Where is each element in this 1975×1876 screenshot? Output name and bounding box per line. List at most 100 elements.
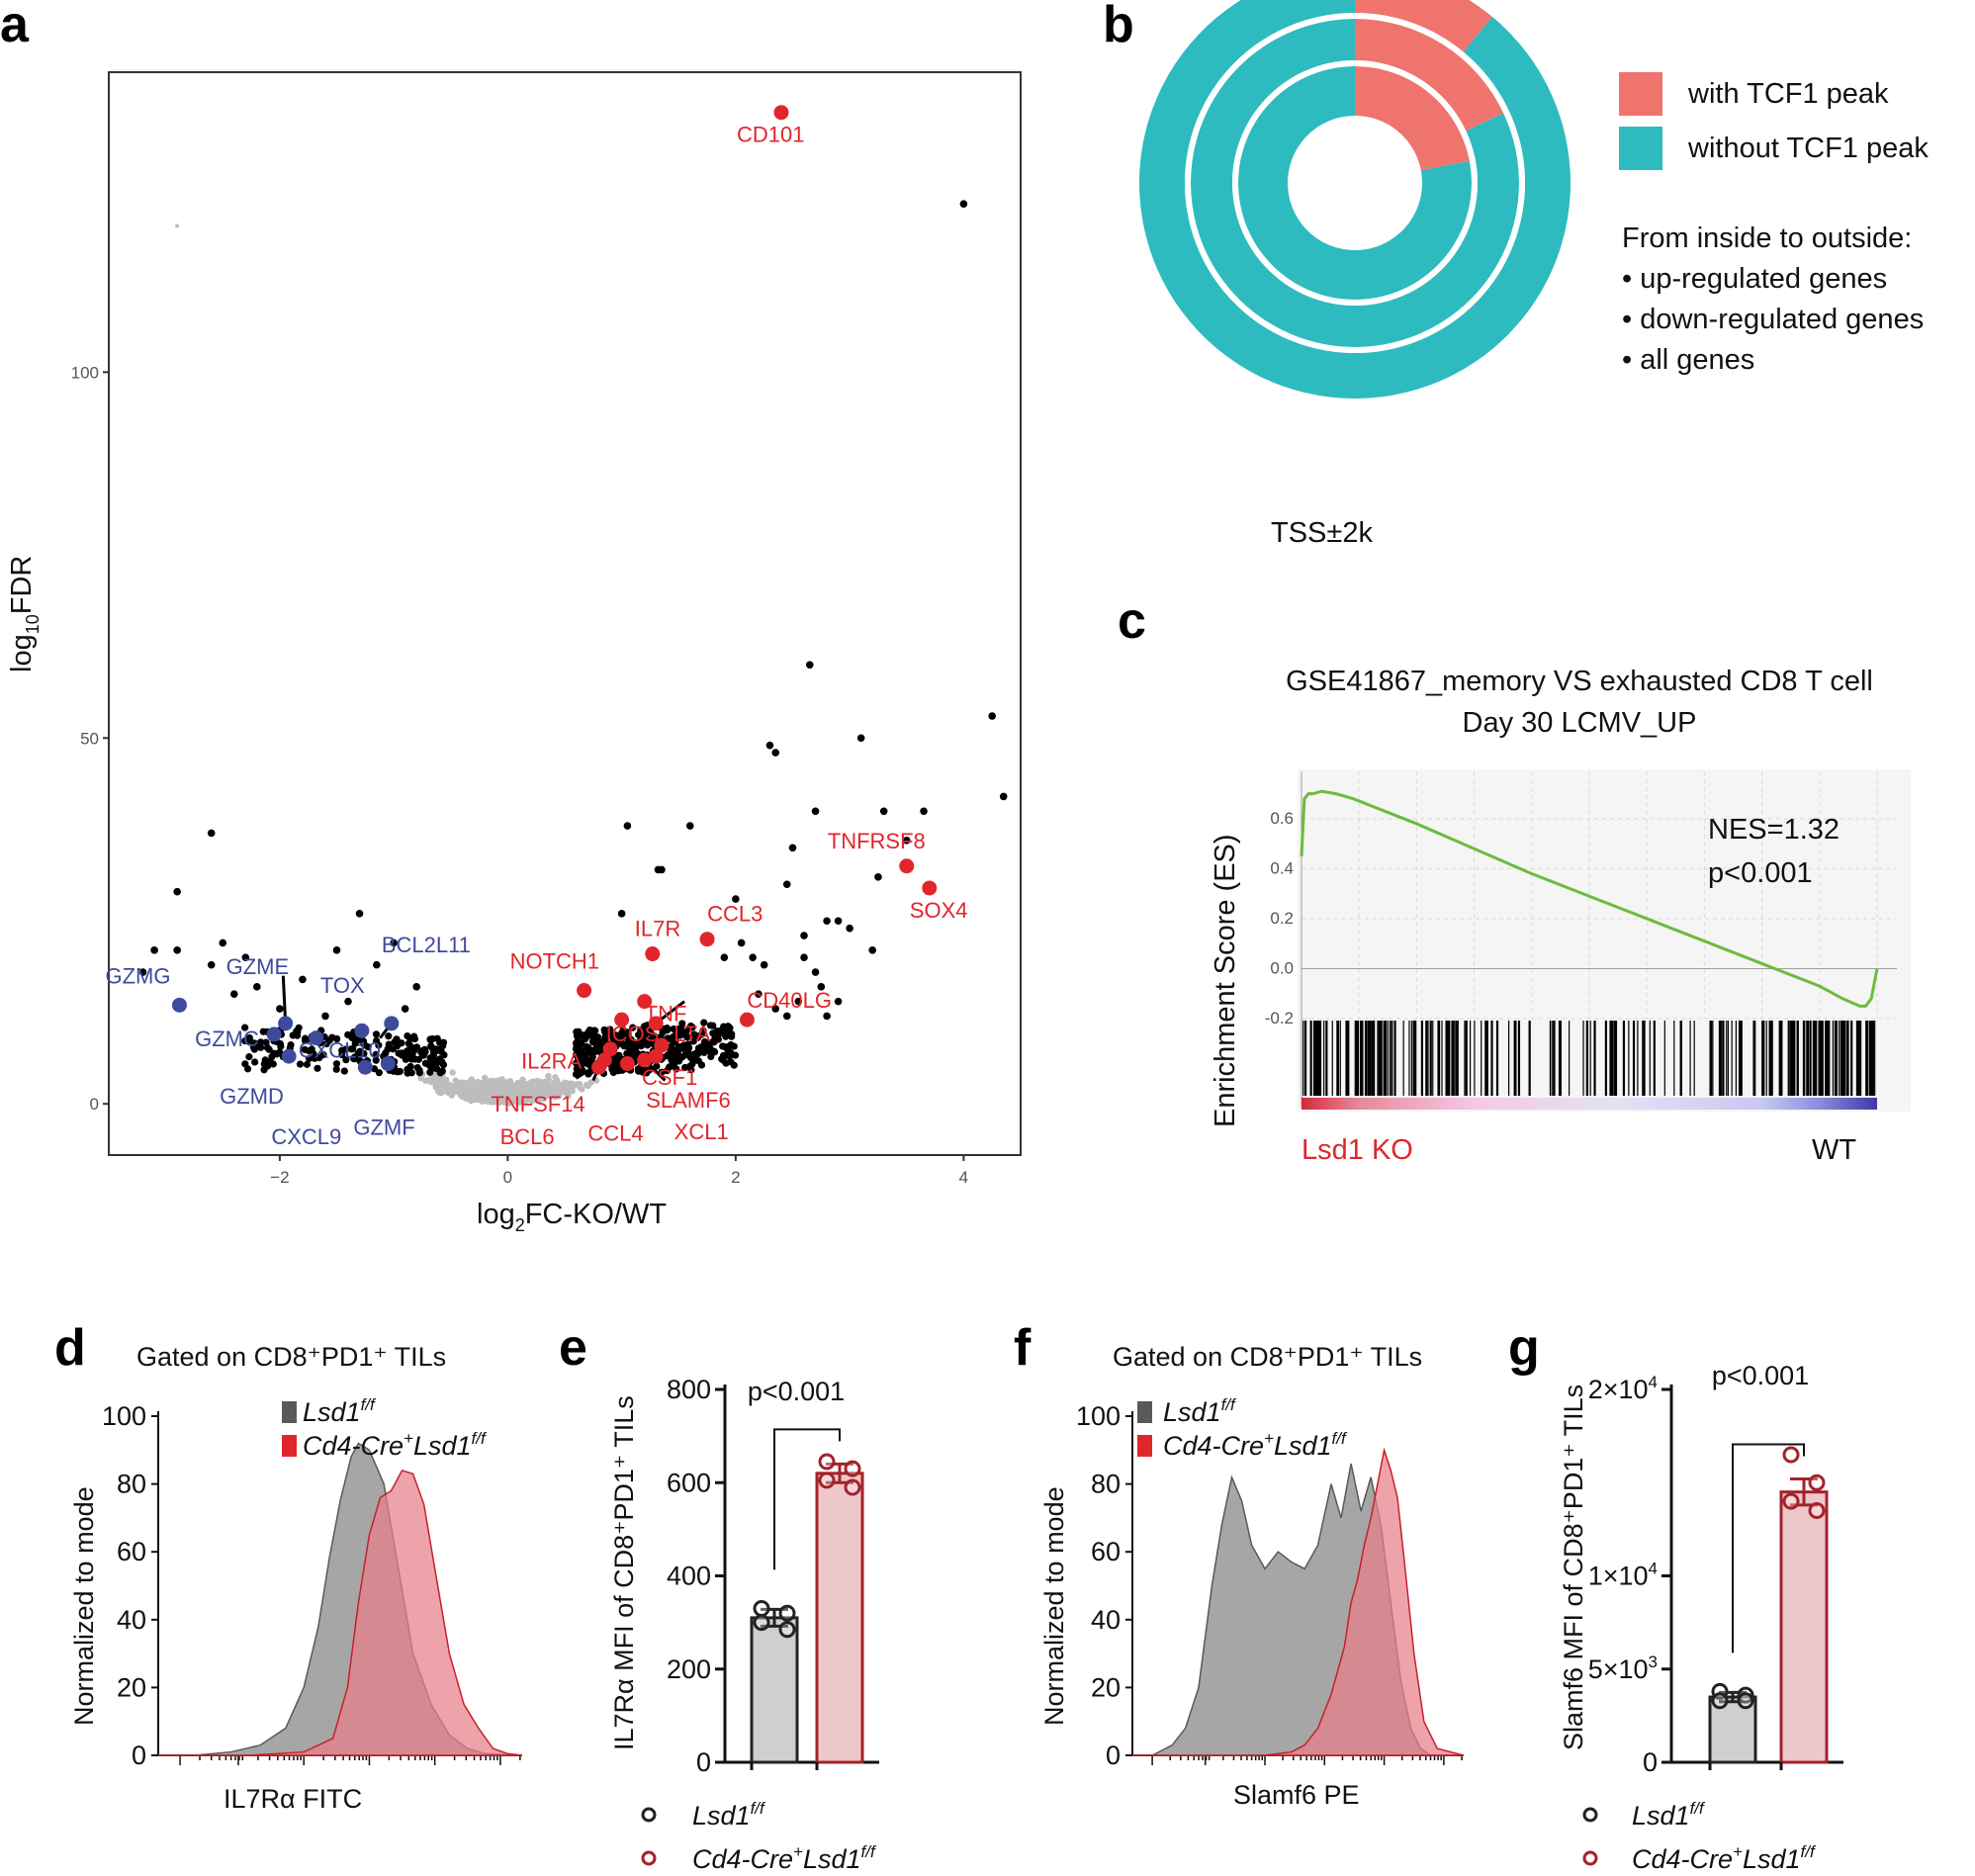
- data-point: [1808, 1502, 1826, 1520]
- sig-point: [720, 953, 729, 962]
- sig-point: [348, 1033, 356, 1041]
- sig-point: [575, 1046, 583, 1054]
- hist-f-legend-swatch: [1137, 1401, 1152, 1423]
- ns-point: [545, 1076, 552, 1083]
- sig-point: [425, 1060, 433, 1068]
- sig-point: [260, 1066, 268, 1074]
- sig-point: [620, 1040, 628, 1049]
- sig-point: [684, 1040, 692, 1048]
- bar-g-legend-marker: [1582, 1850, 1598, 1866]
- hist-d-legend-lsd1: Lsd1f/f: [303, 1395, 377, 1427]
- panel-label-c: c: [1118, 592, 1146, 650]
- bar-g-legend-cre: Cd4-Cre+Lsd1f/f: [1632, 1842, 1817, 1874]
- hist-f-plot: 0 20 40 60 80 100: [1076, 1401, 1465, 1770]
- y-tick-label: 0: [1643, 1747, 1658, 1777]
- sig-point: [659, 1028, 667, 1036]
- gsea-es-line: [1300, 789, 1879, 1008]
- sig-point: [429, 1051, 437, 1059]
- sig-point: [959, 200, 968, 208]
- data-point: [844, 1478, 861, 1496]
- ns-point: [513, 1098, 520, 1105]
- hist-d-plot: 0 20 40 60 80 100: [102, 1401, 523, 1770]
- ns-point: [516, 1082, 523, 1089]
- sig-point: [611, 1031, 619, 1039]
- volcano-highlight-points: GZMG GZME GZMC GZMD TOX BCL2L11 CXCL10 CXCL9 GZM…: [105, 105, 968, 1149]
- slamf6-histogram: Gated on CD8⁺PD1⁺ TILs 0 20 40 60 80 100 Lsd1…: [1039, 1342, 1465, 1810]
- sig-point: [794, 997, 803, 1006]
- sig-point: [653, 1062, 661, 1070]
- ns-point: [446, 1083, 453, 1090]
- hist-d-y-label: Normalized to mode: [69, 1486, 99, 1726]
- sig-point: [246, 1036, 254, 1044]
- sig-point: [800, 953, 808, 962]
- sig-point: [375, 1069, 383, 1077]
- highlight-gene-point: [648, 1048, 664, 1064]
- sig-point: [333, 1034, 341, 1043]
- gene-label: SOX4: [910, 898, 968, 923]
- gsea-nes: NES=1.32: [1708, 814, 1840, 846]
- bar-e-pvalue: p<0.001: [748, 1377, 845, 1406]
- sig-point: [667, 1062, 675, 1070]
- sig-point: [355, 910, 364, 918]
- bar-g-legend-marker: [1582, 1807, 1598, 1823]
- volcano-sig-points: [138, 200, 1008, 1078]
- volcano-y-label: log10FDR: [6, 556, 43, 672]
- ns-point: [523, 1084, 531, 1091]
- sig-point: [426, 1068, 434, 1076]
- sig-point: [440, 1051, 448, 1059]
- y-tick-label: 0: [90, 1095, 99, 1114]
- y-tick-label: 80: [1091, 1470, 1121, 1499]
- sig-point: [436, 1069, 444, 1077]
- panel-label-g: g: [1508, 1319, 1540, 1377]
- y-tick-label: -0.2: [1265, 1009, 1294, 1027]
- sig-point: [253, 983, 261, 991]
- sig-point: [301, 1034, 310, 1042]
- ns-point: [449, 1069, 456, 1076]
- ns-point: [465, 1087, 472, 1094]
- donut-ring-separator: [1185, 13, 1525, 353]
- sig-point: [627, 1035, 635, 1043]
- sig-point: [681, 1030, 689, 1039]
- sig-point: [354, 1036, 362, 1044]
- sig-point: [690, 1030, 698, 1038]
- ns-point: [576, 1080, 584, 1088]
- sig-point: [634, 1065, 642, 1073]
- gene-label: CXCL10: [299, 1038, 381, 1063]
- tick-base: 2×10: [1588, 1375, 1649, 1404]
- sig-point: [732, 895, 740, 903]
- sig-point: [714, 1035, 722, 1043]
- gene-label: CSF1: [642, 1065, 697, 1090]
- sig-point: [427, 1042, 435, 1050]
- ns-point: [501, 1086, 509, 1094]
- hist-d-title: Gated on CD8⁺PD1⁺ TILs: [136, 1342, 446, 1372]
- sig-point: [673, 1051, 681, 1059]
- highlight-gene-point: [602, 1041, 618, 1057]
- sig-point: [406, 1053, 414, 1061]
- il7r-histogram: Gated on CD8⁺PD1⁺ TILs 0 20 40 60 80 100 Lsd1…: [69, 1342, 523, 1814]
- highlight-gene-point: [577, 983, 592, 999]
- sig-point: [654, 865, 663, 874]
- highlight-gene-point: [637, 994, 653, 1010]
- highlight-gene-point: [739, 1012, 755, 1027]
- sig-point: [685, 822, 694, 830]
- ns-point: [487, 1096, 494, 1104]
- y-tick-label: 0.6: [1270, 809, 1294, 828]
- gene-label: SLAMF6: [646, 1088, 731, 1113]
- gene-label: TOX: [320, 973, 365, 998]
- sig-point: [407, 1043, 415, 1051]
- sig-point: [314, 1064, 321, 1072]
- sig-point: [359, 1039, 368, 1048]
- data-point: [753, 1599, 770, 1617]
- sig-point: [701, 1038, 709, 1046]
- ns-point: [443, 1088, 451, 1096]
- y-tick-label: 200: [667, 1654, 711, 1684]
- y-tick-label: 100: [71, 363, 99, 382]
- gsea-ticks: 0.6 0.4 0.2 0.0 -0.2: [1265, 809, 1294, 1027]
- gene-label: CD101: [737, 123, 804, 147]
- ns-point: [561, 1088, 569, 1095]
- sig-point: [618, 1029, 626, 1037]
- highlight-gene-point: [309, 1030, 324, 1046]
- sig-point: [396, 1067, 404, 1076]
- donut-note-title: From inside to outside:: [1622, 223, 1912, 254]
- sig-point: [668, 1055, 675, 1063]
